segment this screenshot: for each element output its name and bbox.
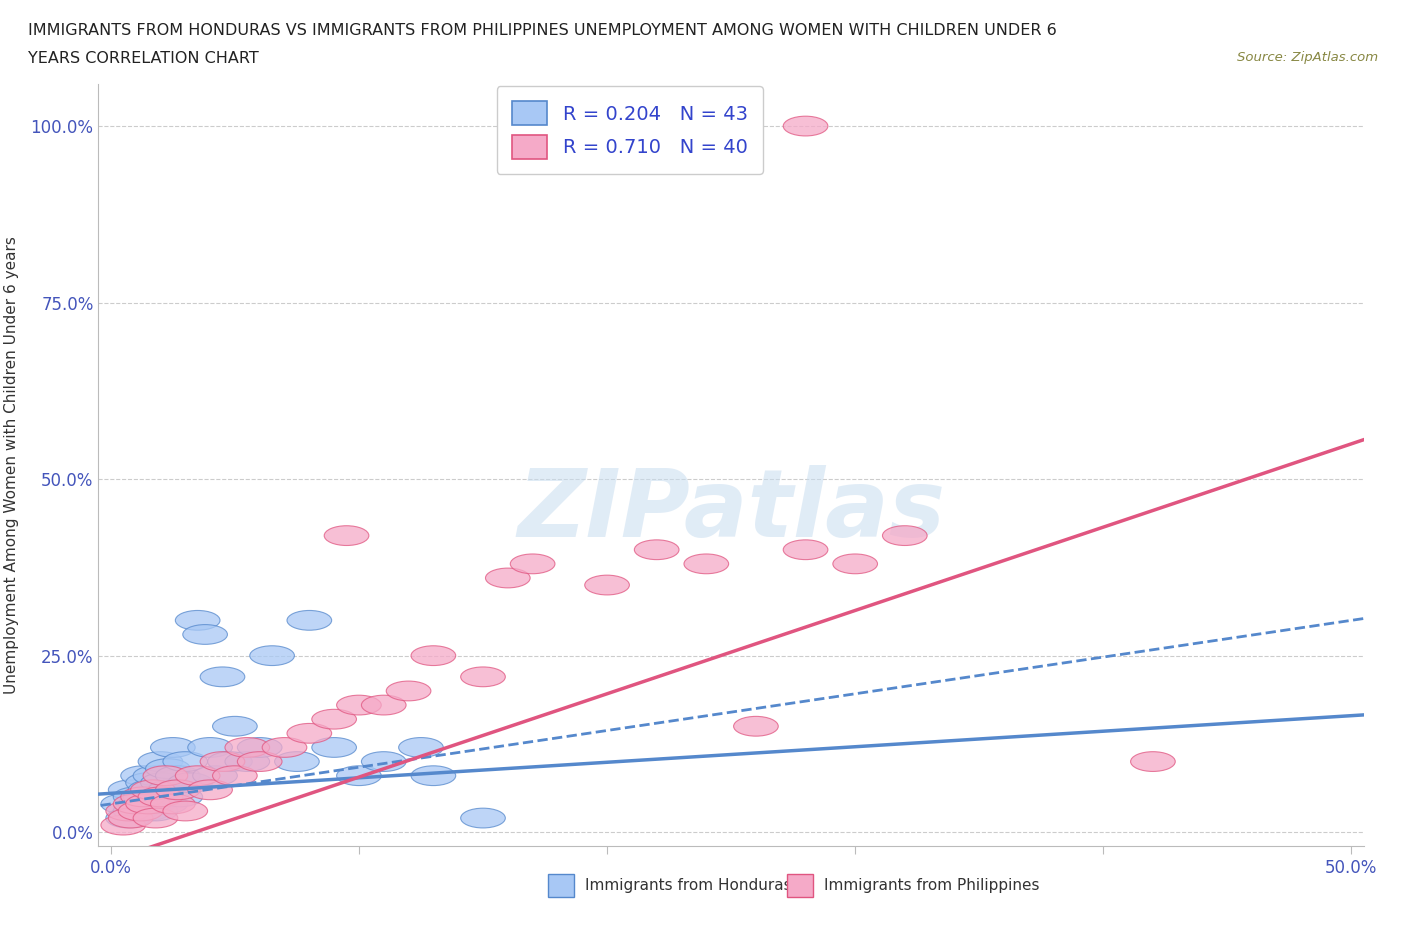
Ellipse shape [734, 716, 779, 737]
Ellipse shape [148, 780, 193, 800]
Ellipse shape [225, 751, 270, 772]
Ellipse shape [134, 808, 177, 828]
Ellipse shape [134, 765, 177, 786]
Ellipse shape [125, 794, 170, 814]
Ellipse shape [208, 751, 252, 772]
Ellipse shape [138, 787, 183, 806]
Ellipse shape [250, 645, 294, 666]
Ellipse shape [131, 780, 176, 800]
Ellipse shape [114, 794, 157, 814]
Ellipse shape [262, 737, 307, 757]
Ellipse shape [121, 765, 166, 786]
Text: YEARS CORRELATION CHART: YEARS CORRELATION CHART [28, 51, 259, 66]
Ellipse shape [138, 787, 183, 806]
Ellipse shape [176, 765, 219, 786]
Ellipse shape [238, 751, 283, 772]
Ellipse shape [387, 681, 430, 701]
Ellipse shape [212, 716, 257, 737]
Ellipse shape [156, 780, 200, 800]
Ellipse shape [883, 525, 927, 546]
Text: ZIPatlas: ZIPatlas [517, 465, 945, 557]
Ellipse shape [138, 751, 183, 772]
Text: Source: ZipAtlas.com: Source: ZipAtlas.com [1237, 51, 1378, 64]
Ellipse shape [118, 801, 163, 821]
Text: Immigrants from Honduras: Immigrants from Honduras [585, 878, 792, 894]
Ellipse shape [118, 794, 163, 814]
Ellipse shape [361, 696, 406, 715]
Ellipse shape [114, 787, 157, 806]
Ellipse shape [128, 780, 173, 800]
Ellipse shape [200, 751, 245, 772]
Ellipse shape [411, 765, 456, 786]
Ellipse shape [134, 801, 177, 821]
Ellipse shape [461, 808, 505, 828]
Ellipse shape [156, 765, 200, 786]
Ellipse shape [150, 794, 195, 814]
Ellipse shape [188, 780, 232, 800]
Ellipse shape [105, 801, 150, 821]
Ellipse shape [193, 765, 238, 786]
Ellipse shape [1130, 751, 1175, 772]
Text: IMMIGRANTS FROM HONDURAS VS IMMIGRANTS FROM PHILIPPINES UNEMPLOYMENT AMONG WOMEN: IMMIGRANTS FROM HONDURAS VS IMMIGRANTS F… [28, 23, 1057, 38]
Ellipse shape [150, 737, 195, 757]
Ellipse shape [336, 696, 381, 715]
Ellipse shape [143, 794, 188, 814]
Ellipse shape [274, 751, 319, 772]
Ellipse shape [200, 667, 245, 686]
Ellipse shape [287, 610, 332, 631]
Ellipse shape [183, 625, 228, 644]
Ellipse shape [101, 794, 146, 814]
Ellipse shape [121, 787, 166, 806]
Ellipse shape [212, 765, 257, 786]
Ellipse shape [141, 773, 186, 792]
Ellipse shape [832, 554, 877, 574]
Ellipse shape [143, 765, 188, 786]
Ellipse shape [163, 801, 208, 821]
Ellipse shape [411, 645, 456, 666]
Ellipse shape [783, 539, 828, 560]
Ellipse shape [325, 525, 368, 546]
Ellipse shape [336, 765, 381, 786]
Ellipse shape [163, 751, 208, 772]
Ellipse shape [361, 751, 406, 772]
Ellipse shape [157, 787, 202, 806]
Y-axis label: Unemployment Among Women with Children Under 6 years: Unemployment Among Women with Children U… [4, 236, 20, 694]
Ellipse shape [114, 801, 157, 821]
Ellipse shape [101, 816, 146, 835]
Ellipse shape [399, 737, 443, 757]
Ellipse shape [238, 737, 283, 757]
Ellipse shape [125, 773, 170, 792]
Ellipse shape [461, 667, 505, 686]
Ellipse shape [312, 710, 357, 729]
Ellipse shape [131, 794, 176, 814]
Ellipse shape [188, 737, 232, 757]
Ellipse shape [783, 116, 828, 136]
Ellipse shape [585, 575, 630, 595]
Ellipse shape [287, 724, 332, 743]
Ellipse shape [108, 808, 153, 828]
Legend: R = 0.204   N = 43, R = 0.710   N = 40: R = 0.204 N = 43, R = 0.710 N = 40 [496, 86, 763, 174]
Ellipse shape [634, 539, 679, 560]
Ellipse shape [108, 780, 153, 800]
Text: Immigrants from Philippines: Immigrants from Philippines [824, 878, 1039, 894]
Ellipse shape [485, 568, 530, 588]
Ellipse shape [105, 808, 150, 828]
Ellipse shape [225, 737, 270, 757]
Ellipse shape [124, 787, 167, 806]
Ellipse shape [510, 554, 555, 574]
Ellipse shape [176, 610, 219, 631]
Ellipse shape [125, 801, 170, 821]
Ellipse shape [146, 759, 190, 778]
Ellipse shape [167, 773, 212, 792]
Ellipse shape [683, 554, 728, 574]
Ellipse shape [312, 737, 357, 757]
